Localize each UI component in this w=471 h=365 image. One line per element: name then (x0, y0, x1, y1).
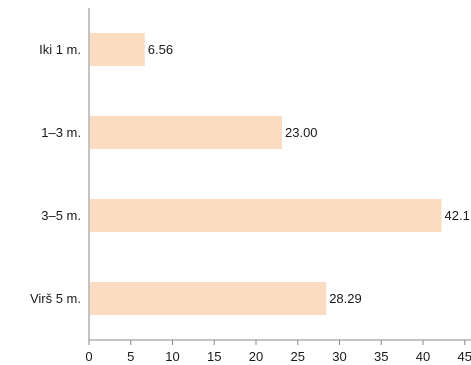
value-label: 42.1 (445, 208, 470, 223)
x-tick-label: 10 (165, 349, 179, 364)
x-tick-label: 30 (332, 349, 346, 364)
bars-layer (90, 33, 442, 315)
value-label: 23.00 (285, 125, 318, 140)
x-tick-label: 5 (127, 349, 134, 364)
x-tick-label: 15 (207, 349, 221, 364)
labels-layer: Iki 1 m. 6.56 1–3 m. 23.00 3–5 m. 42.1 Virš 5 … (30, 42, 471, 364)
category-label: Iki 1 m. (39, 42, 81, 57)
value-label: 6.56 (148, 42, 173, 57)
bar (90, 116, 282, 149)
x-tick-label: 45 (458, 349, 471, 364)
category-label: 1–3 m. (41, 125, 81, 140)
x-tick-label: 20 (249, 349, 263, 364)
bar (90, 33, 145, 66)
x-tick-label: 40 (416, 349, 430, 364)
category-label: Virš 5 m. (30, 291, 81, 306)
x-tick-label: 25 (291, 349, 305, 364)
x-tick-label: 35 (374, 349, 388, 364)
axis-layer (88, 8, 471, 345)
bar (90, 199, 442, 232)
category-label: 3–5 m. (41, 208, 81, 223)
bar (90, 282, 327, 315)
value-label: 28.29 (329, 291, 362, 306)
x-tick-label: 0 (85, 349, 92, 364)
